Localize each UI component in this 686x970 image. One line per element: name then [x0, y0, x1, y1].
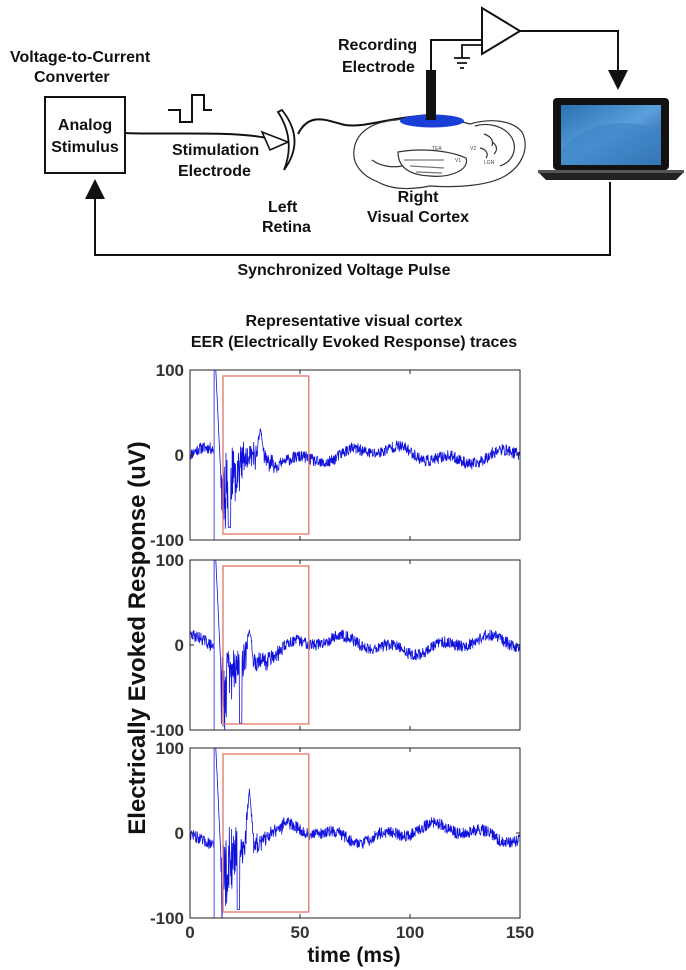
chart-title-line2: EER (Electrically Evoked Response) trace…	[191, 334, 517, 351]
analysis-window-box	[222, 753, 310, 913]
biphasic-pulse-icon	[168, 94, 212, 123]
trace-panel: -100 0 100	[150, 551, 521, 740]
y-tick-label: -100	[150, 909, 184, 928]
chart-title-line1: Representative visual cortex	[246, 313, 463, 330]
x-tick-label: 150	[506, 923, 534, 942]
y-tick-label: 0	[175, 636, 184, 655]
analog-stimulus-label-line2: Stimulus	[51, 139, 119, 156]
recording-electrode	[426, 70, 436, 120]
y-tick-label: -100	[150, 721, 184, 740]
trace-panel: -100 0 100	[150, 361, 521, 550]
eer-trace-line	[190, 370, 520, 529]
ground-icon	[454, 44, 482, 69]
amp-input-wire	[430, 39, 482, 70]
eer-trace-line	[190, 560, 520, 730]
eer-trace-line	[190, 748, 520, 918]
x-tick-label: 100	[396, 923, 424, 942]
y-tick-label: 0	[175, 824, 184, 843]
retina-label-line2: Retina	[262, 219, 311, 236]
retina-icon	[276, 108, 296, 171]
stim-electrode-label-line1: Stimulation	[172, 142, 259, 159]
eer-chart: Representative visual cortex EER (Electr…	[124, 313, 534, 967]
analysis-window-box	[222, 565, 310, 725]
sync-feedback-arrow	[85, 179, 611, 256]
x-tick-label: 50	[291, 923, 310, 942]
y-tick-label: 100	[156, 739, 184, 758]
brain-label-tea: TEA	[432, 146, 442, 152]
y-tick-label: 100	[156, 551, 184, 570]
stim-electrode-label-line2: Electrode	[178, 163, 251, 180]
y-tick-label: 0	[175, 446, 184, 465]
x-axis-label: time (ms)	[307, 944, 400, 967]
stimulus-wire	[124, 132, 276, 141]
analysis-window-box	[222, 375, 310, 535]
panel-frame	[189, 369, 521, 541]
rec-electrode-label-line1: Recording	[338, 37, 417, 54]
analog-stimulus-box	[44, 96, 126, 174]
converter-title-line1: Voltage-to-Current	[10, 49, 151, 66]
brain-icon: TEA V1 V2 LGN	[353, 117, 526, 190]
amplifier-icon	[481, 6, 522, 56]
analog-stimulus-label-line1: Analog	[58, 117, 112, 134]
y-tick-label: -100	[150, 531, 184, 550]
retina-label-line1: Left	[268, 199, 298, 216]
y-axis-label: Electrically Evoked Response (uV)	[124, 441, 151, 834]
brain-label-v1: V1	[455, 158, 461, 164]
brain-label-v2: V2	[470, 146, 476, 152]
converter-title-line2: Converter	[34, 69, 110, 86]
stimulation-electrode-tip	[260, 130, 291, 152]
amp-to-laptop-arrow	[520, 30, 628, 90]
cortex-label-line2: Visual Cortex	[367, 209, 469, 226]
rec-electrode-label-line2: Electrode	[342, 59, 415, 76]
optic-wire	[297, 114, 431, 135]
laptop-icon	[538, 98, 684, 180]
y-tick-label: 100	[156, 361, 184, 380]
sync-pulse-label: Synchronized Voltage Pulse	[237, 262, 450, 279]
x-tick-label: 0	[185, 923, 194, 942]
setup-diagram: Voltage-to-Current Converter Analog Stim…	[10, 6, 684, 279]
cortex-label-line1: Right	[398, 189, 440, 206]
visual-cortex-highlight	[400, 114, 464, 128]
brain-label-lgn: LGN	[484, 160, 495, 166]
